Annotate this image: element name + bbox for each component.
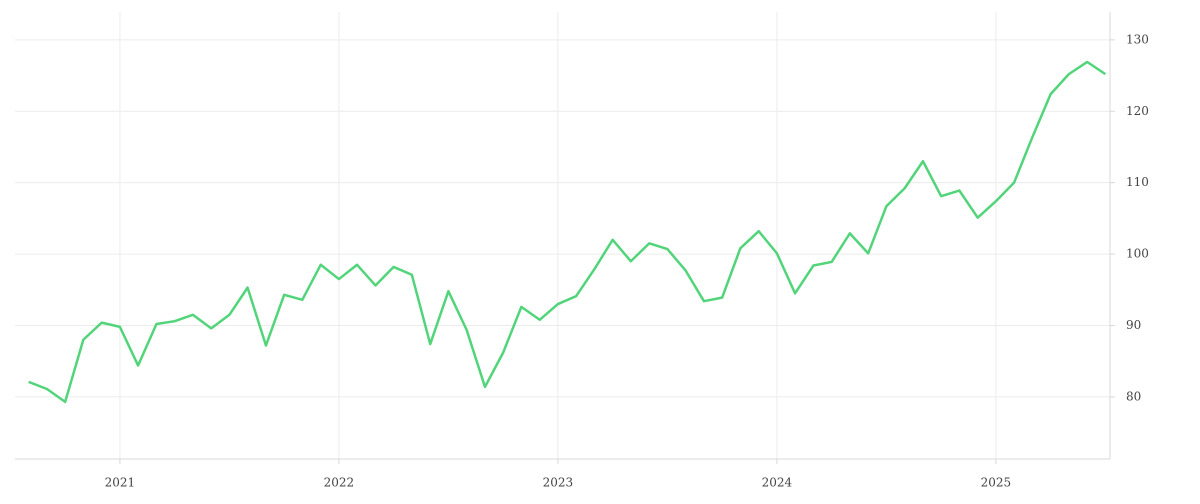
x-tick-label: 2025 <box>981 476 1012 490</box>
x-tick-label: 2021 <box>105 476 136 490</box>
y-tick-label: 130 <box>1126 32 1149 46</box>
y-tick-label: 90 <box>1126 318 1141 332</box>
x-tick-label: 2022 <box>324 476 355 490</box>
y-tick-label: 120 <box>1126 104 1149 118</box>
y-tick-label: 80 <box>1126 389 1141 403</box>
y-tick-label: 110 <box>1126 175 1149 189</box>
data-line <box>28 60 1107 404</box>
x-tick-label: 2023 <box>543 476 574 490</box>
x-tick-label: 2024 <box>762 476 793 490</box>
y-tick-label: 100 <box>1126 247 1149 261</box>
